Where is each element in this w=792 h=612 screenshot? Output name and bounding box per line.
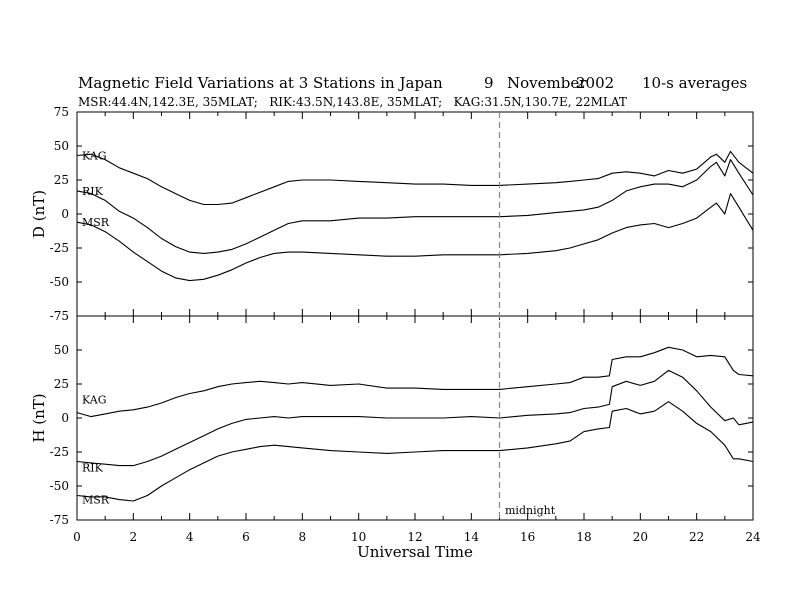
d-panel: 75 50 25 0 -25 -50 -75 D (nT) KAG RIK MSR bbox=[30, 105, 754, 323]
chart-subtitle: MSR:44.4N,142.3E, 35MLAT; RIK:43.5N,143.… bbox=[78, 95, 627, 109]
y-tick-label: -50 bbox=[50, 479, 69, 493]
date-year: 2002 bbox=[576, 74, 614, 92]
y-tick-label: 25 bbox=[54, 173, 69, 187]
series-line-rik bbox=[76, 159, 754, 254]
x-tick-label: 0 bbox=[73, 530, 81, 544]
y-tick-label: 0 bbox=[61, 411, 69, 425]
series-line-msr bbox=[76, 401, 754, 502]
y-tick-label: 75 bbox=[54, 105, 69, 119]
panel-frame bbox=[76, 111, 754, 317]
x-tick-label: 4 bbox=[186, 530, 194, 544]
station-label-kag: KAG bbox=[82, 394, 107, 407]
x-tick-label: 22 bbox=[689, 530, 704, 544]
midnight-label: midnight bbox=[505, 504, 556, 517]
x-tick-label: 20 bbox=[633, 530, 648, 544]
station-label-msr: MSR bbox=[82, 494, 110, 507]
y-tick-label: -50 bbox=[50, 275, 69, 289]
y-tick-label: 50 bbox=[54, 343, 69, 357]
x-tick-label: 18 bbox=[576, 530, 591, 544]
series-line-msr bbox=[76, 193, 754, 282]
station-label-rik: RIK bbox=[82, 185, 104, 198]
x-tick-label: 24 bbox=[745, 530, 761, 544]
station-label-msr: MSR bbox=[82, 216, 110, 229]
x-tick-label: 8 bbox=[299, 530, 307, 544]
station-label-rik: RIK bbox=[82, 462, 104, 475]
y-tick-label: 25 bbox=[54, 377, 69, 391]
series-line-kag bbox=[76, 150, 754, 206]
y-tick-label: -25 bbox=[50, 241, 69, 255]
station-label-kag: KAG bbox=[82, 150, 107, 163]
x-tick-label: 6 bbox=[242, 530, 250, 544]
series-line-rik bbox=[76, 369, 754, 467]
x-axis-title: Universal Time bbox=[357, 543, 473, 561]
averaging-label: 10-s averages bbox=[642, 74, 747, 92]
date-day: 9 bbox=[484, 74, 494, 92]
y-tick-label: 0 bbox=[61, 207, 69, 221]
y-tick-label: 50 bbox=[54, 139, 69, 153]
y-axis-title: D (nT) bbox=[30, 190, 48, 238]
y-tick-label: -75 bbox=[50, 513, 69, 527]
y-tick-label: -75 bbox=[50, 309, 69, 323]
x-axis: 0 2 4 6 8 10 12 14 16 18 20 22 24 bbox=[73, 530, 761, 544]
series-line-kag bbox=[76, 346, 754, 418]
h-panel: 50 25 0 -25 -50 -75 H (nT) KAG RIK MSR bbox=[30, 315, 754, 527]
x-tick-label: 12 bbox=[407, 530, 422, 544]
chart-title: Magnetic Field Variations at 3 Stations … bbox=[78, 74, 443, 92]
date-month: November bbox=[507, 74, 587, 92]
y-axis-title: H (nT) bbox=[30, 393, 48, 442]
x-tick-label: 2 bbox=[130, 530, 138, 544]
x-tick-label: 14 bbox=[464, 530, 480, 544]
x-tick-label: 16 bbox=[520, 530, 535, 544]
x-tick-label: 10 bbox=[351, 530, 366, 544]
y-tick-label: -25 bbox=[50, 445, 69, 459]
